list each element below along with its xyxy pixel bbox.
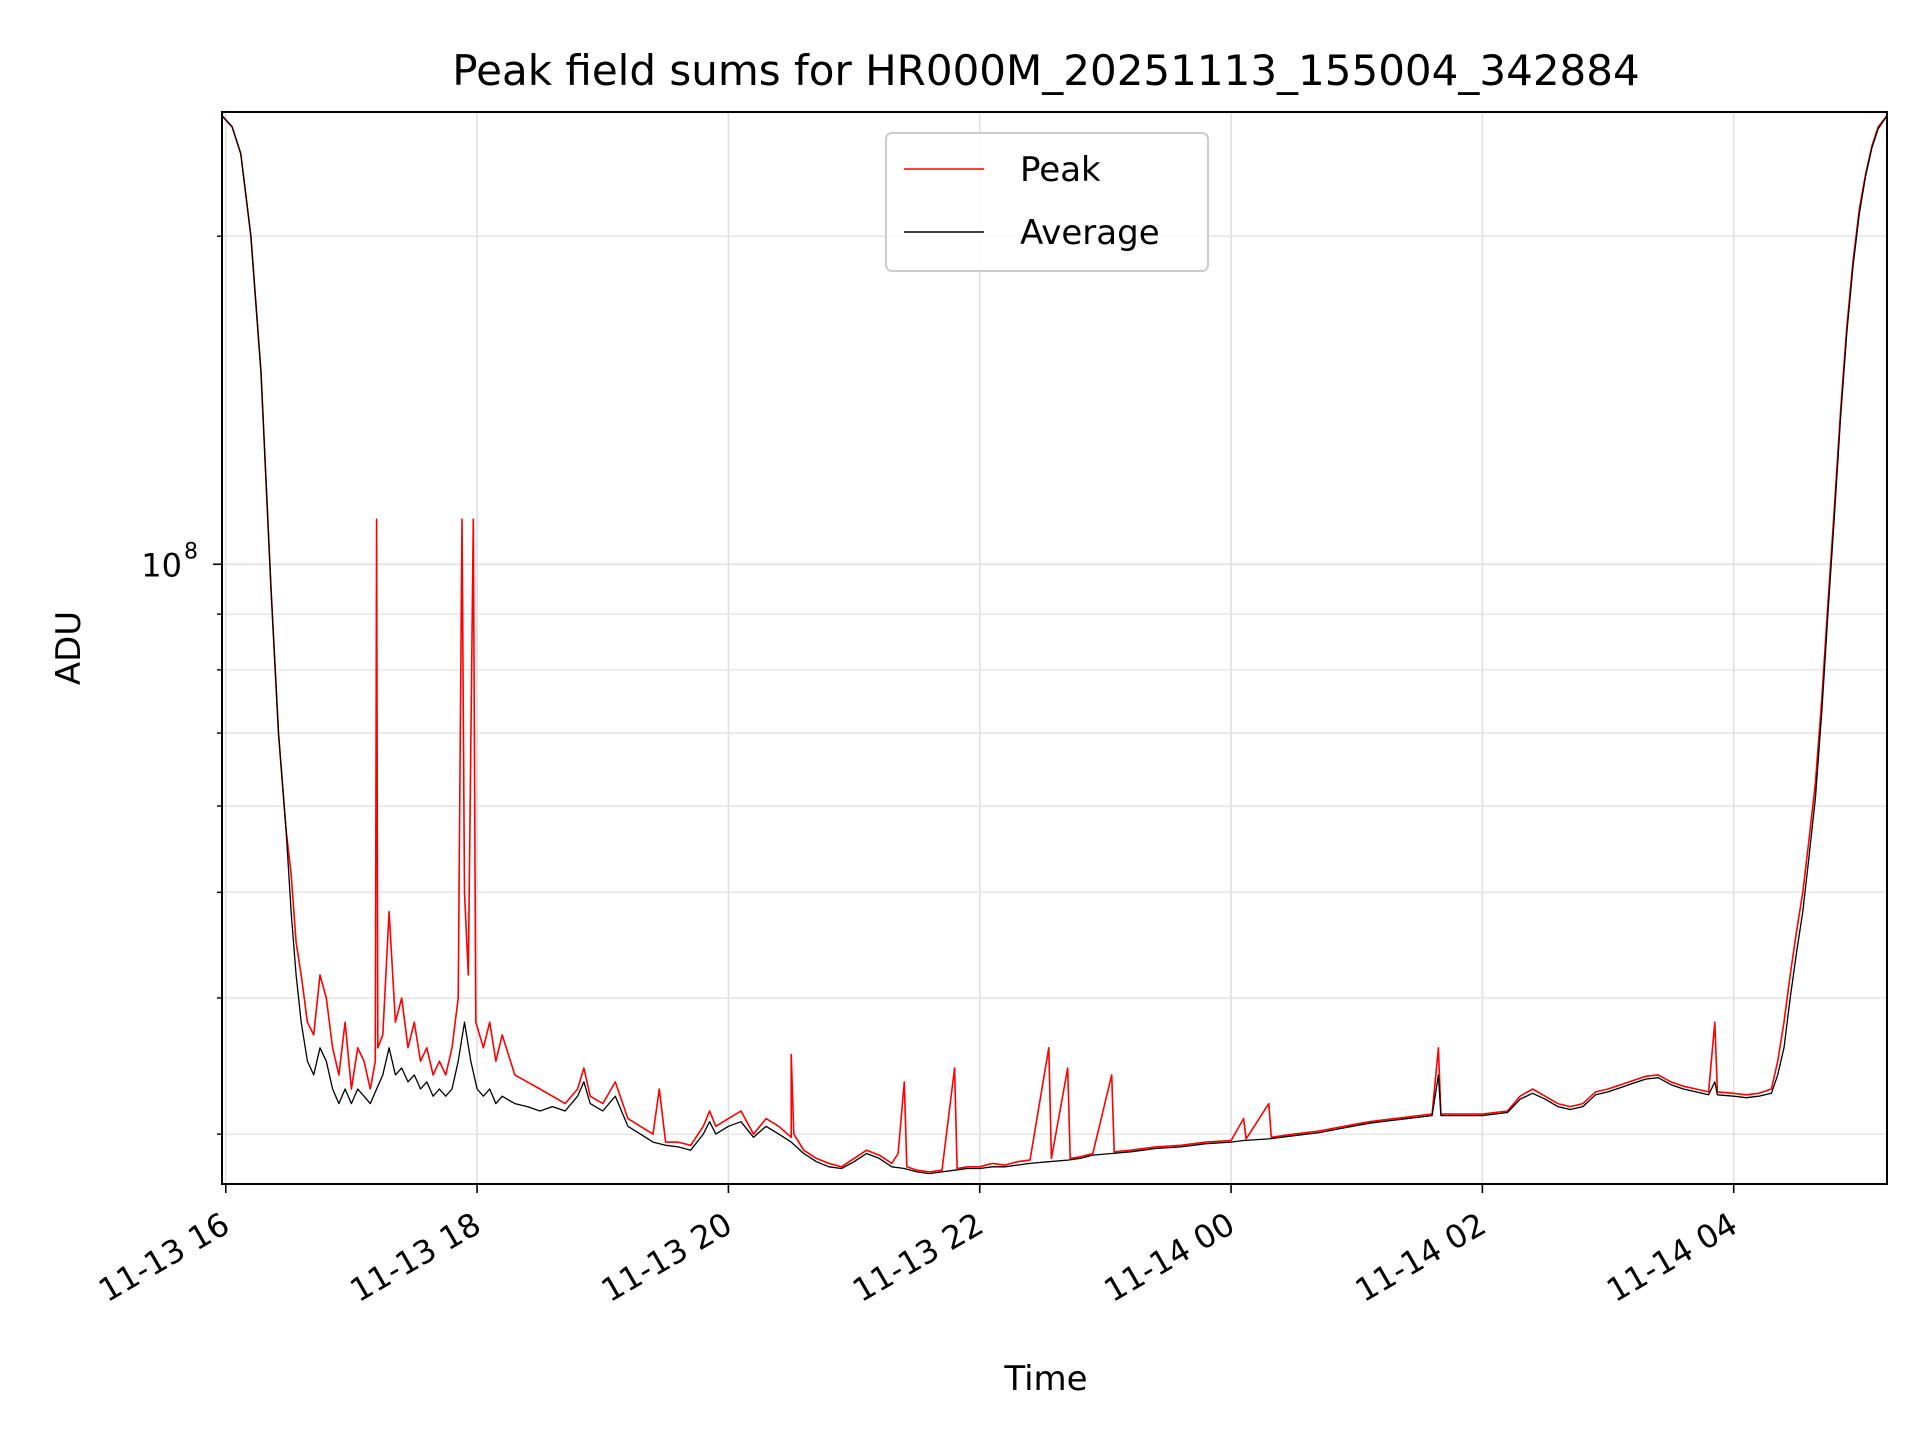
y-axis-label: ADU xyxy=(49,611,89,685)
y-tick-label-base: 10 xyxy=(141,546,182,584)
series-line-peak xyxy=(221,115,1888,1173)
y-axis-ticks: 10 8 xyxy=(141,235,222,1135)
chart-title: Peak field sums for HR000M_20251113_1550… xyxy=(452,46,1639,95)
legend: Peak Average xyxy=(885,132,1209,272)
y-tick-label-exponent: 8 xyxy=(184,539,198,564)
series-line-average xyxy=(221,115,1888,1175)
plot-frame xyxy=(221,111,1888,1185)
legend-peak-label: Peak xyxy=(1020,150,1101,190)
legend-average-label: Average xyxy=(1020,213,1160,253)
legend-box xyxy=(885,132,1209,272)
series-layer xyxy=(221,115,1888,1175)
x-axis-label: Time xyxy=(1003,1359,1087,1399)
